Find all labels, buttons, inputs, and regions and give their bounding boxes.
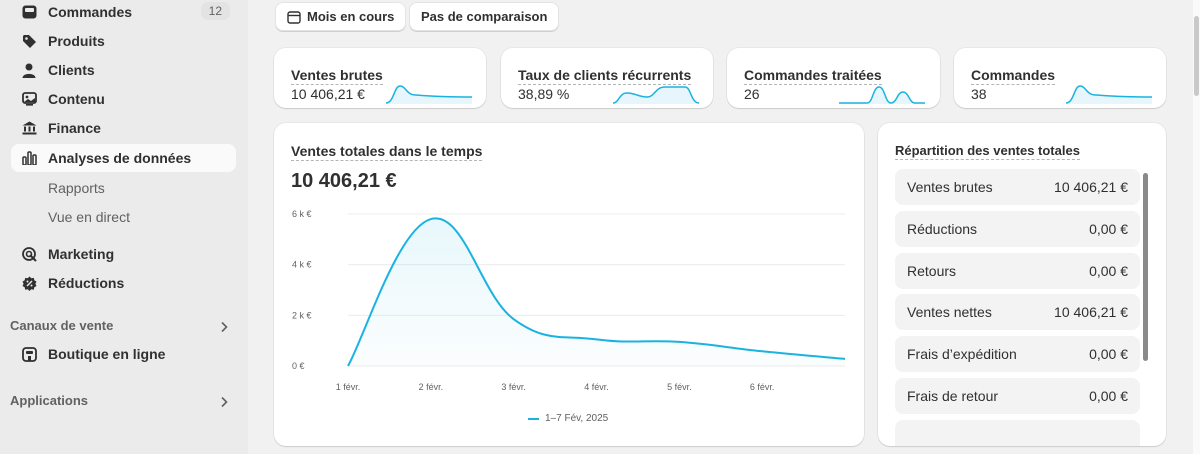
row-value: 0,00 € — [1089, 346, 1128, 362]
breakdown-row-returns: Retours 0,00 € — [895, 253, 1140, 289]
breakdown-title[interactable]: Répartition des ventes totales — [895, 143, 1080, 160]
person-icon — [20, 61, 38, 79]
x-tick-label: 2 févr. — [419, 382, 444, 392]
metric-title: Ventes brutes — [291, 67, 383, 85]
metric-card-returning-customers[interactable]: Taux de clients récurrents 38,89 % — [501, 48, 713, 108]
breakdown-row-partial — [895, 420, 1140, 446]
sidebar-item-label: Clients — [48, 62, 95, 78]
series-line[interactable] — [347, 217, 846, 367]
sidebar-item-label: Réductions — [48, 275, 125, 291]
sales-channels-heading[interactable]: Canaux de vente — [10, 318, 114, 333]
orders-icon — [20, 3, 38, 21]
sidebar-item-finance[interactable]: Finance — [11, 114, 236, 142]
applications-heading[interactable]: Applications — [10, 393, 89, 408]
chart-title[interactable]: Ventes totales dans le temps — [291, 143, 483, 161]
y-tick-label: 4 k € — [292, 260, 312, 270]
y-tick-label: 2 k € — [292, 310, 312, 320]
sidebar-item-marketing[interactable]: Marketing — [11, 240, 236, 268]
breakdown-row-gross-sales: Ventes brutes 10 406,21 € — [895, 169, 1140, 205]
sidebar-item-label: Marketing — [48, 246, 115, 262]
date-range-button[interactable]: Mois en cours — [275, 2, 407, 31]
row-label: Ventes nettes — [907, 304, 992, 320]
row-label: Frais de retour — [907, 388, 999, 404]
metric-value: 10 406,21 € — [291, 86, 365, 102]
row-value: 10 406,21 € — [1054, 304, 1128, 320]
sales-line-chart[interactable]: 0 € 2 k € 4 k € 6 k € 1 févr. 2 févr. 3 févr. 4… — [274, 203, 864, 403]
y-tick-label: 6 k € — [292, 209, 312, 219]
sidebar-item-products[interactable]: Produits — [11, 27, 236, 55]
sidebar-item-orders[interactable]: Commandes 12 — [11, 0, 236, 26]
breakdown-row-net-sales: Ventes nettes 10 406,21 € — [895, 294, 1140, 330]
row-value: 0,00 € — [1089, 221, 1128, 237]
sidebar-item-online-store[interactable]: Boutique en ligne — [11, 340, 236, 368]
legend-label: 1–7 Fév, 2025 — [545, 413, 609, 424]
sidebar-item-label: Boutique en ligne — [48, 346, 166, 362]
content-icon — [20, 90, 38, 108]
sales-over-time-card: Ventes totales dans le temps 10 406,21 €… — [274, 123, 864, 446]
x-tick-label: 6 févr. — [750, 382, 775, 392]
store-icon — [20, 345, 38, 363]
tag-icon — [20, 32, 38, 50]
row-label: Frais d’expédition — [907, 346, 1017, 362]
x-tick-label: 4 févr. — [584, 382, 609, 392]
page-scroll-thumb[interactable] — [1194, 16, 1199, 96]
chart-legend[interactable]: 1–7 Fév, 2025 — [528, 413, 608, 424]
sidebar-subitem-reports[interactable]: Rapports — [48, 180, 105, 196]
sidebar-item-label: Contenu — [48, 91, 105, 107]
x-tick-label: 3 févr. — [501, 382, 526, 392]
chevron-right-icon[interactable] — [219, 396, 229, 408]
comparison-label: Pas de comparaison — [421, 9, 548, 24]
metric-title: Commandes traitées — [744, 67, 882, 85]
breakdown-row-return-fees: Frais de retour 0,00 € — [895, 378, 1140, 414]
metric-title: Commandes — [971, 67, 1056, 85]
row-label: Réductions — [907, 221, 978, 237]
metric-card-gross-sales[interactable]: Ventes brutes 10 406,21 € — [274, 48, 486, 108]
sidebar-item-label: Produits — [48, 33, 105, 49]
metric-title: Taux de clients récurrents — [518, 67, 692, 85]
metric-value: 38,89 % — [518, 86, 570, 102]
sidebar-item-label: Finance — [48, 120, 101, 136]
date-range-label: Mois en cours — [307, 9, 395, 24]
breakdown-row-shipping: Frais d’expédition 0,00 € — [895, 336, 1140, 372]
sidebar-item-clients[interactable]: Clients — [11, 56, 236, 84]
metric-value: 38 — [971, 86, 987, 102]
y-tick-label: 0 € — [292, 361, 305, 371]
sales-breakdown-card: Répartition des ventes totales Ventes br… — [878, 123, 1166, 446]
sidebar-item-label: Analyses de données — [48, 150, 192, 166]
bar-chart-icon — [20, 149, 38, 167]
calendar-icon — [287, 10, 301, 24]
metric-value: 26 — [744, 86, 760, 102]
breakdown-scrollbar[interactable] — [1143, 173, 1148, 361]
series-area — [348, 218, 845, 366]
sidebar-item-label: Commandes — [48, 4, 133, 20]
page-scrollbar[interactable] — [1193, 0, 1200, 454]
comparison-button[interactable]: Pas de comparaison — [409, 2, 560, 31]
row-value: 10 406,21 € — [1054, 179, 1128, 195]
x-tick-label: 5 févr. — [667, 382, 692, 392]
row-value: 0,00 € — [1089, 263, 1128, 279]
metric-card-orders[interactable]: Commandes 38 — [954, 48, 1166, 108]
sidebar: Commandes 12 Produits Clients Contenu Fi… — [0, 0, 248, 454]
target-icon — [20, 245, 38, 263]
sparkline — [1066, 85, 1152, 104]
bank-icon — [20, 119, 38, 137]
row-value: 0,00 € — [1089, 388, 1128, 404]
discount-icon — [20, 274, 38, 292]
x-tick-label: 1 févr. — [336, 382, 361, 392]
breakdown-row-discounts: Réductions 0,00 € — [895, 211, 1140, 247]
sidebar-item-content[interactable]: Contenu — [11, 85, 236, 113]
sparkline — [613, 86, 699, 104]
legend-swatch — [528, 417, 539, 420]
chart-total-value: 10 406,21 € — [291, 170, 397, 192]
metric-card-fulfilled-orders[interactable]: Commandes traitées 26 — [727, 48, 940, 108]
orders-count-badge: 12 — [200, 2, 230, 20]
sidebar-item-discounts[interactable]: Réductions — [11, 269, 236, 297]
chevron-right-icon[interactable] — [219, 321, 229, 333]
sparkline — [386, 85, 472, 104]
row-label: Ventes brutes — [907, 179, 993, 195]
row-label: Retours — [907, 263, 957, 279]
sidebar-item-analytics[interactable]: Analyses de données — [11, 144, 236, 172]
sidebar-subitem-live-view[interactable]: Vue en direct — [48, 209, 130, 225]
sparkline — [839, 86, 925, 104]
